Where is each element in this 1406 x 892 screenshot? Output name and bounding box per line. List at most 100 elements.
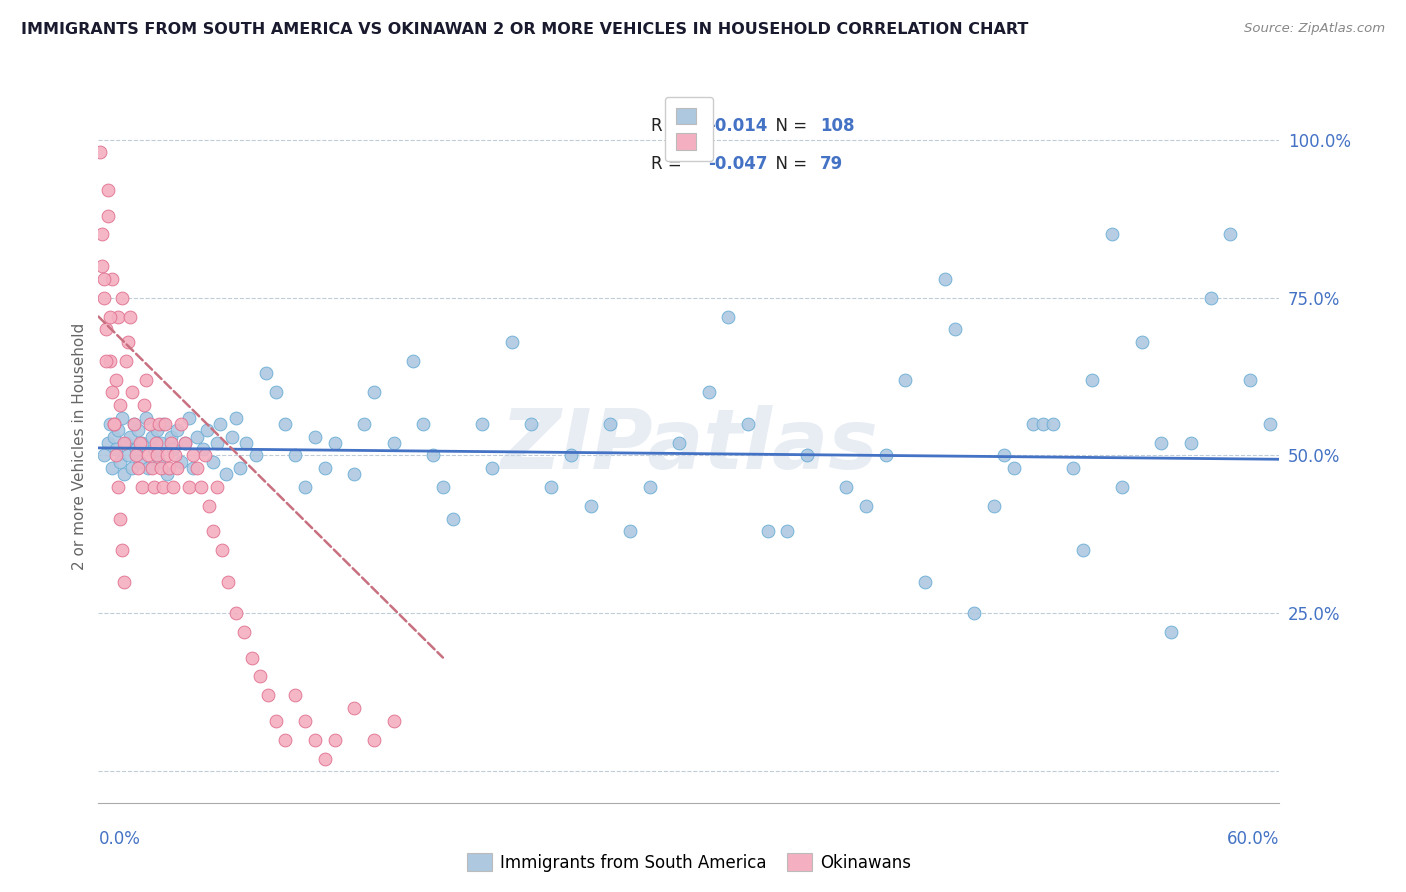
Point	[101, 385, 124, 400]
Point	[186, 429, 208, 443]
Point	[155, 417, 177, 431]
Point	[225, 607, 247, 621]
Point	[93, 271, 115, 285]
Point	[117, 449, 139, 463]
Point	[756, 524, 779, 539]
Point	[91, 259, 114, 273]
Point	[894, 373, 917, 387]
Point	[166, 423, 188, 437]
Point	[148, 417, 170, 431]
Point	[1258, 417, 1281, 431]
Point	[294, 714, 316, 728]
Point	[146, 423, 169, 437]
Point	[103, 417, 125, 431]
Point	[240, 650, 263, 665]
Point	[177, 480, 200, 494]
Point	[363, 385, 385, 400]
Point	[402, 353, 425, 368]
Point	[142, 480, 165, 494]
Point	[111, 291, 134, 305]
Point	[91, 227, 114, 242]
Point	[314, 751, 336, 765]
Point	[105, 449, 128, 463]
Text: R =: R =	[651, 155, 688, 173]
Point	[146, 449, 169, 463]
Point	[235, 435, 257, 450]
Point	[107, 423, 129, 437]
Point	[471, 417, 494, 431]
Point	[174, 435, 197, 450]
Text: R =: R =	[651, 118, 688, 136]
Point	[152, 480, 174, 494]
Point	[122, 417, 145, 431]
Point	[160, 429, 183, 443]
Point	[162, 442, 184, 457]
Point	[1071, 543, 1094, 558]
Point	[131, 435, 153, 450]
Point	[148, 455, 170, 469]
Point	[668, 435, 690, 450]
Point	[233, 625, 256, 640]
Point	[125, 442, 148, 457]
Point	[101, 461, 124, 475]
Point	[174, 435, 197, 450]
Point	[103, 429, 125, 443]
Point	[111, 543, 134, 558]
Point	[343, 701, 366, 715]
Point	[835, 480, 858, 494]
Point	[96, 353, 118, 368]
Point	[97, 435, 120, 450]
Point	[217, 574, 239, 589]
Point	[177, 410, 200, 425]
Point	[1111, 480, 1133, 494]
Point	[412, 417, 434, 431]
Point	[127, 423, 149, 437]
Point	[93, 291, 115, 305]
Text: Source: ZipAtlas.com: Source: ZipAtlas.com	[1244, 22, 1385, 36]
Point	[254, 367, 277, 381]
Point	[105, 442, 128, 457]
Point	[1180, 435, 1202, 450]
Point	[211, 543, 233, 558]
Y-axis label: 2 or more Vehicles in Household: 2 or more Vehicles in Household	[72, 322, 87, 570]
Point	[98, 353, 121, 368]
Point	[284, 689, 307, 703]
Point	[323, 732, 346, 747]
Point	[118, 429, 141, 443]
Point	[197, 499, 219, 513]
Point	[560, 449, 582, 463]
Point	[875, 449, 897, 463]
Point	[201, 524, 224, 539]
Point	[142, 442, 165, 457]
Point	[1042, 417, 1064, 431]
Point	[121, 385, 143, 400]
Point	[160, 435, 183, 450]
Point	[304, 732, 326, 747]
Point	[481, 461, 503, 475]
Point	[363, 732, 385, 747]
Point	[914, 574, 936, 589]
Point	[382, 435, 405, 450]
Point	[98, 310, 121, 324]
Point	[112, 467, 135, 482]
Point	[520, 417, 543, 431]
Text: -0.014: -0.014	[707, 118, 768, 136]
Point	[422, 449, 444, 463]
Point	[274, 732, 297, 747]
Point	[181, 461, 204, 475]
Point	[96, 322, 118, 336]
Point	[156, 467, 179, 482]
Point	[294, 480, 316, 494]
Point	[93, 449, 115, 463]
Point	[190, 480, 212, 494]
Point	[540, 480, 562, 494]
Point	[249, 669, 271, 683]
Point	[934, 271, 956, 285]
Text: -0.047: -0.047	[707, 155, 768, 173]
Point	[205, 435, 228, 450]
Point	[157, 461, 180, 475]
Point	[717, 310, 740, 324]
Legend: Immigrants from South America, Okinawans: Immigrants from South America, Okinawans	[458, 845, 920, 880]
Point	[132, 398, 155, 412]
Text: 0.0%: 0.0%	[98, 830, 141, 847]
